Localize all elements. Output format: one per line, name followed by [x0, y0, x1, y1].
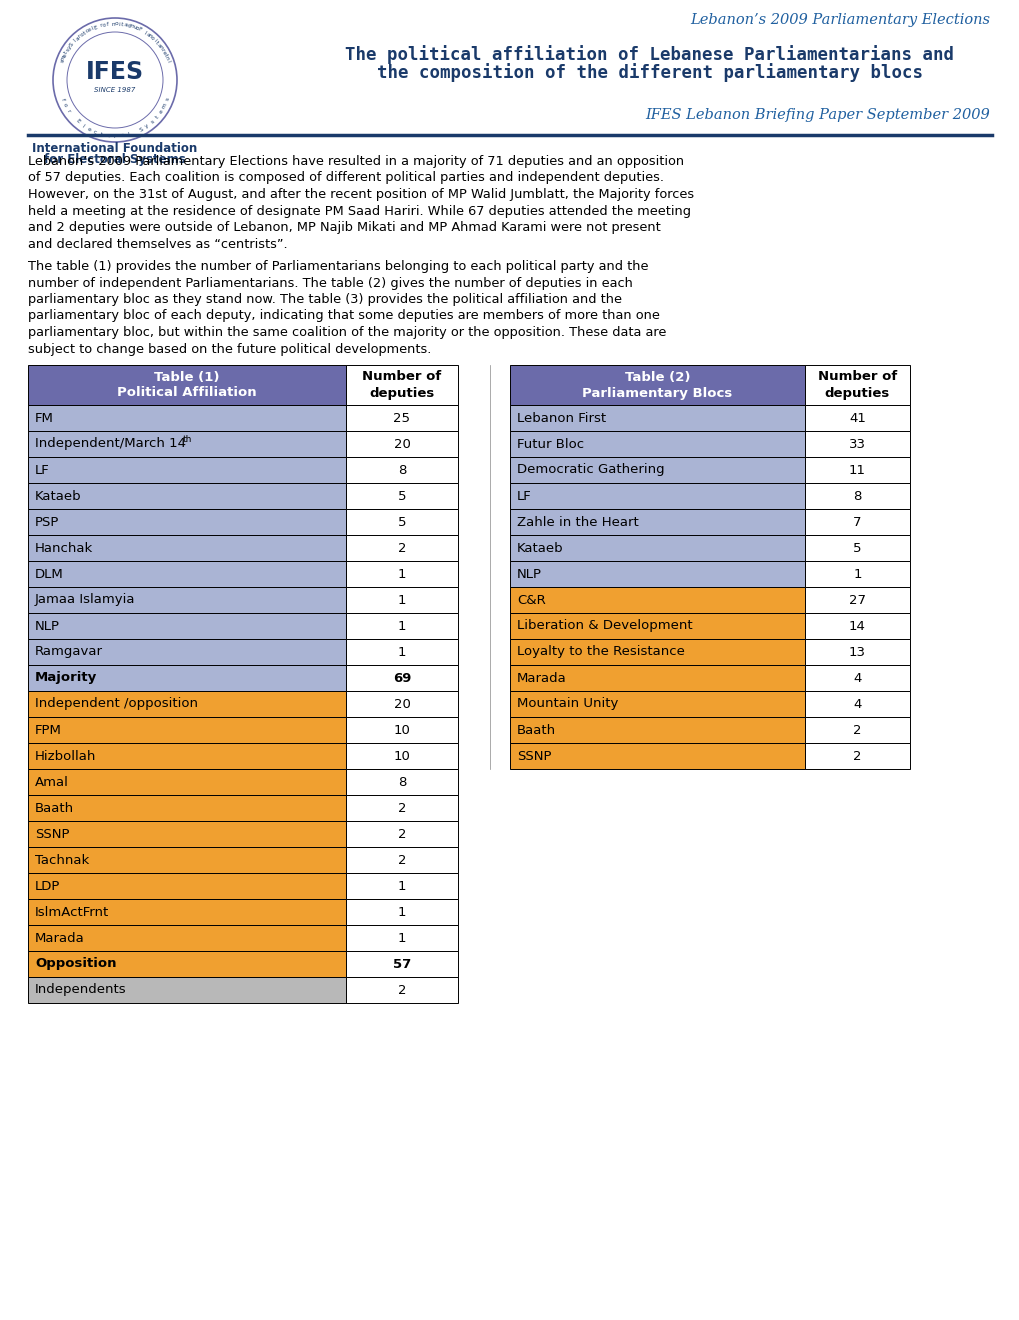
Text: 14: 14 [848, 619, 865, 632]
FancyBboxPatch shape [28, 405, 345, 432]
Text: 25: 25 [393, 412, 410, 425]
FancyBboxPatch shape [28, 510, 345, 535]
Text: DLM: DLM [35, 568, 63, 581]
Text: o: o [135, 25, 140, 32]
Text: and 2 deputies were outside of Lebanon, MP Najib Mikati and MP Ahmad Karami were: and 2 deputies were outside of Lebanon, … [28, 220, 660, 234]
FancyBboxPatch shape [28, 612, 345, 639]
Text: The table (1) provides the number of Parliamentarians belonging to each politica: The table (1) provides the number of Par… [28, 260, 648, 273]
Text: 41: 41 [848, 412, 865, 425]
Text: subject to change based on the future political developments.: subject to change based on the future po… [28, 342, 431, 355]
Text: Independents: Independents [35, 983, 126, 997]
FancyBboxPatch shape [345, 795, 458, 821]
Text: l: l [91, 26, 95, 32]
Text: 1: 1 [397, 879, 406, 892]
Text: parliamentary bloc, but within the same coalition of the majority or the opposit: parliamentary bloc, but within the same … [28, 326, 665, 339]
Text: m: m [161, 102, 168, 110]
Text: t: t [100, 132, 103, 137]
Text: the composition of the different parliamentary blocs: the composition of the different parliam… [377, 63, 922, 82]
Text: u: u [131, 25, 137, 30]
FancyBboxPatch shape [28, 665, 345, 690]
Text: International Foundation: International Foundation [33, 141, 198, 154]
Text: n: n [157, 45, 163, 50]
Text: y: y [144, 123, 150, 129]
FancyBboxPatch shape [28, 690, 345, 717]
Text: 27: 27 [848, 594, 865, 606]
Text: PSP: PSP [35, 516, 59, 528]
FancyBboxPatch shape [804, 717, 909, 743]
Text: t: t [154, 40, 159, 45]
Text: 1: 1 [397, 568, 406, 581]
Text: d: d [126, 22, 130, 29]
Text: n: n [128, 24, 133, 29]
Text: a: a [145, 32, 151, 38]
Text: E: E [93, 25, 98, 30]
FancyBboxPatch shape [28, 743, 345, 770]
Text: s: s [150, 119, 155, 124]
Text: Zahle in the Heart: Zahle in the Heart [517, 516, 638, 528]
Text: Amal: Amal [35, 776, 69, 788]
FancyBboxPatch shape [28, 483, 345, 510]
Text: 2: 2 [397, 801, 406, 814]
Text: Marada: Marada [35, 932, 85, 945]
FancyBboxPatch shape [28, 639, 345, 665]
FancyBboxPatch shape [28, 821, 345, 847]
Text: SINCE 1987: SINCE 1987 [94, 87, 136, 92]
Text: Mountain Unity: Mountain Unity [517, 697, 618, 710]
Text: Independent/March 14: Independent/March 14 [35, 437, 185, 450]
FancyBboxPatch shape [345, 612, 458, 639]
FancyBboxPatch shape [28, 873, 345, 899]
Text: 20: 20 [393, 437, 410, 450]
Text: S: S [68, 42, 74, 48]
Text: e: e [88, 26, 93, 33]
FancyBboxPatch shape [28, 977, 345, 1003]
FancyBboxPatch shape [510, 665, 804, 690]
Text: FM: FM [35, 412, 54, 425]
Text: Democratic Gathering: Democratic Gathering [517, 463, 664, 477]
Text: IslmActFrnt: IslmActFrnt [35, 906, 109, 919]
Text: Hizbollah: Hizbollah [35, 750, 96, 763]
FancyBboxPatch shape [510, 743, 804, 770]
FancyBboxPatch shape [28, 717, 345, 743]
Text: 4: 4 [853, 697, 861, 710]
Text: Lebanon’s 2009 Parliamentary Elections have resulted in a majority of 71 deputie: Lebanon’s 2009 Parliamentary Elections h… [28, 154, 684, 168]
Text: Majority: Majority [35, 672, 97, 685]
Text: o: o [106, 133, 110, 139]
Text: and declared themselves as “centrists”.: and declared themselves as “centrists”. [28, 238, 287, 251]
Text: parliamentary bloc of each deputy, indicating that some deputies are members of : parliamentary bloc of each deputy, indic… [28, 309, 659, 322]
Text: 1: 1 [397, 906, 406, 919]
FancyBboxPatch shape [510, 366, 804, 405]
Text: r: r [77, 34, 83, 40]
Text: e: e [61, 53, 68, 58]
Text: m: m [60, 54, 67, 62]
FancyBboxPatch shape [345, 873, 458, 899]
Text: S: S [139, 127, 144, 132]
Text: n: n [111, 21, 115, 26]
Text: e: e [158, 108, 164, 115]
Text: 1: 1 [397, 645, 406, 659]
Text: t: t [155, 115, 160, 119]
Text: Table (2)
Parliamentary Blocs: Table (2) Parliamentary Blocs [582, 371, 732, 400]
FancyBboxPatch shape [804, 665, 909, 690]
FancyBboxPatch shape [28, 847, 345, 873]
Text: 4: 4 [853, 672, 861, 685]
FancyBboxPatch shape [345, 665, 458, 690]
Text: C&R: C&R [517, 594, 545, 606]
FancyBboxPatch shape [345, 690, 458, 717]
Text: a: a [74, 36, 81, 41]
Text: 8: 8 [397, 776, 406, 788]
Text: Number of
deputies: Number of deputies [817, 371, 897, 400]
Text: o: o [62, 103, 68, 108]
Text: Marada: Marada [517, 672, 567, 685]
Text: a: a [123, 22, 127, 28]
FancyBboxPatch shape [510, 483, 804, 510]
FancyBboxPatch shape [345, 457, 458, 483]
Text: SSNP: SSNP [35, 828, 69, 841]
Text: l: l [73, 38, 77, 42]
FancyBboxPatch shape [510, 432, 804, 457]
Text: y: y [66, 45, 72, 50]
FancyBboxPatch shape [804, 457, 909, 483]
FancyBboxPatch shape [804, 535, 909, 561]
Text: f: f [59, 98, 65, 102]
FancyBboxPatch shape [28, 925, 345, 950]
Text: t: t [83, 30, 87, 36]
